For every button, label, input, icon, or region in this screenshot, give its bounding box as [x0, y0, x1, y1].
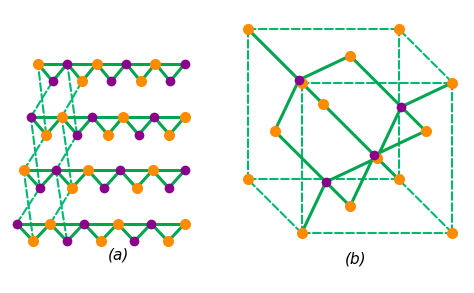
Text: (a): (a) — [108, 248, 129, 263]
Text: (b): (b) — [345, 252, 366, 267]
